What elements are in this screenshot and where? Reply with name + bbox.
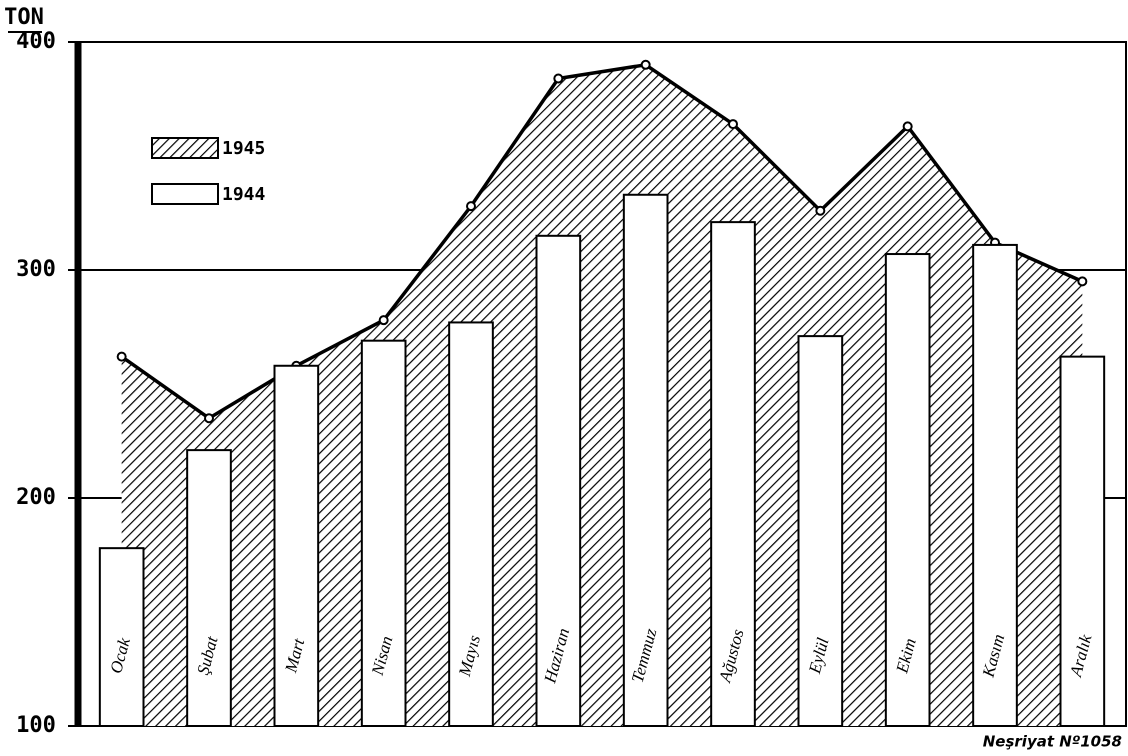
point [640,59,651,70]
legend-swatch [151,183,219,205]
y-axis-label: TON [4,5,44,30]
bar [98,547,145,727]
bar [1059,355,1106,727]
bar [535,234,582,728]
point [728,119,738,130]
bar [273,364,320,727]
point [378,315,389,326]
bar [972,243,1018,727]
y-tick-label: 300 [16,257,56,282]
point [1077,276,1088,287]
bar [710,221,756,727]
y-tick-label: 100 [16,713,56,738]
point [815,205,826,216]
bar [884,253,931,727]
y-tick-label: 200 [16,485,56,510]
area [121,64,1083,727]
legend-swatch [151,137,219,159]
point [116,351,127,362]
bar [360,339,407,727]
legend-label: 1944 [222,184,266,205]
bar [622,193,669,727]
point [204,413,214,424]
y-tick-label: 400 [16,29,56,54]
legend-label: 1945 [222,138,265,159]
bar [797,335,844,727]
bar [186,449,232,727]
point [466,201,476,212]
point [902,121,913,132]
bar [448,321,494,727]
footnote: Neşriyat Nº1058 [983,733,1122,751]
point [553,73,564,84]
